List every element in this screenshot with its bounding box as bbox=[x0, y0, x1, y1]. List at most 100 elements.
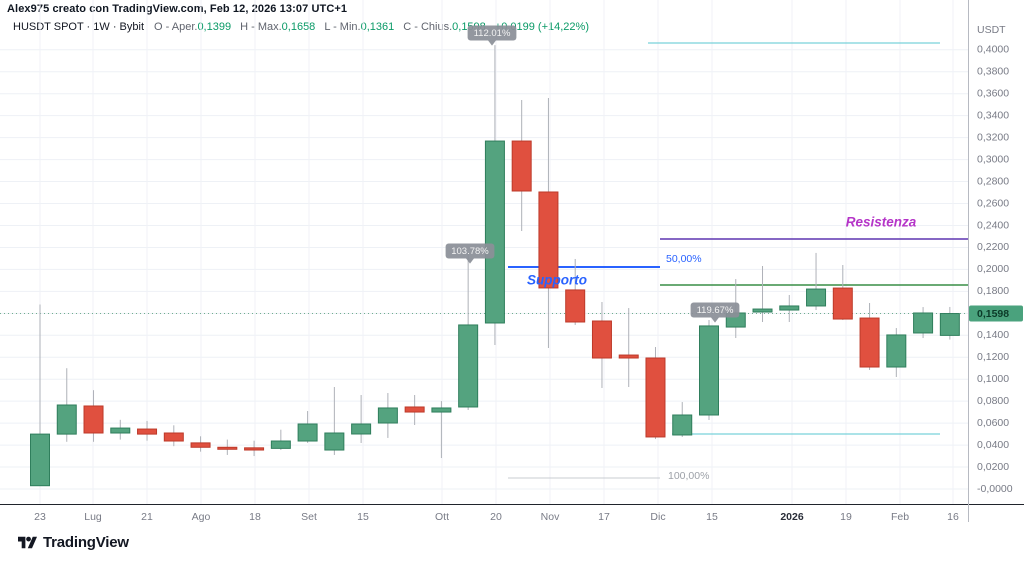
price-axis-label: 0,4000 bbox=[977, 44, 1009, 56]
price-axis-label: 0,2600 bbox=[977, 197, 1009, 209]
candle bbox=[270, 429, 291, 451]
time-axis-label: Set bbox=[301, 511, 317, 523]
price-axis[interactable]: USDT 0,4000 0,3800 0,3600 0,3400 0,3200 0,3000… bbox=[969, 24, 1023, 495]
time-axis[interactable]: 23 Lug 21 Ago 18 Set 15 Ott 20 Nov 17 Dic 15 2026 19 Fe… bbox=[34, 511, 959, 523]
price-axis-label: 0,1000 bbox=[977, 373, 1009, 385]
percent-label[interactable]: 119.67% bbox=[690, 302, 740, 323]
time-axis-label: Dic bbox=[650, 511, 665, 523]
candle bbox=[484, 45, 505, 346]
candle bbox=[56, 368, 77, 442]
candle-body bbox=[30, 433, 50, 487]
tradingview-logo[interactable]: TradingView bbox=[18, 534, 129, 551]
hundred-pct-line-label: 100,00% bbox=[668, 470, 709, 482]
candle bbox=[163, 425, 184, 447]
price-axis-label: 0,3800 bbox=[977, 66, 1009, 78]
candle-body bbox=[351, 423, 372, 435]
price-axis-label: 0,0600 bbox=[977, 417, 1009, 429]
candle-body bbox=[56, 404, 77, 435]
candle bbox=[752, 265, 773, 322]
price-axis-label: 0,2800 bbox=[977, 175, 1009, 187]
candle bbox=[217, 439, 238, 455]
candle-body bbox=[806, 288, 827, 307]
candle bbox=[83, 390, 104, 442]
candle bbox=[591, 302, 612, 388]
candle bbox=[939, 306, 960, 340]
fifty-pct-line-label: 50,00% bbox=[666, 253, 702, 265]
candle bbox=[511, 99, 532, 231]
time-axis-label: Feb bbox=[891, 511, 909, 523]
axis-currency-label: USDT bbox=[977, 24, 1006, 36]
time-axis-label: Ott bbox=[435, 511, 449, 523]
price-axis-label: 0,0200 bbox=[977, 461, 1009, 473]
price-axis-label: 0,1800 bbox=[977, 285, 1009, 297]
candle-body bbox=[404, 406, 425, 413]
candle-body bbox=[913, 312, 934, 334]
candle bbox=[297, 411, 318, 443]
candle bbox=[832, 265, 853, 321]
candle bbox=[859, 302, 880, 370]
percent-label-text: 119.67% bbox=[697, 305, 734, 316]
time-axis-label: Lug bbox=[84, 511, 102, 523]
candle-body bbox=[752, 308, 773, 313]
attribution-text: Alex975 creato con TradingView.com, Feb … bbox=[7, 3, 348, 15]
percent-label-box bbox=[467, 25, 517, 41]
percent-label-pointer bbox=[466, 258, 474, 264]
candle-body bbox=[377, 407, 398, 424]
percent-label[interactable]: 103.78% bbox=[445, 243, 495, 264]
price-axis-label: 0,0400 bbox=[977, 439, 1009, 451]
candle-body bbox=[110, 427, 131, 434]
candle-body bbox=[458, 324, 479, 408]
time-axis-label: 2026 bbox=[780, 511, 804, 523]
price-axis-label: 0,2000 bbox=[977, 263, 1009, 275]
percent-label-pointer bbox=[488, 40, 496, 46]
candle bbox=[404, 395, 425, 425]
time-axis-label: 21 bbox=[141, 511, 153, 523]
change-value: +0,0199 (+14,22%) bbox=[494, 21, 589, 33]
candle-body bbox=[886, 334, 907, 368]
ohlc-legend: HUSDT SPOT · 1W · Bybit O - Aper.0,1399 … bbox=[13, 21, 589, 33]
candle-body bbox=[190, 442, 211, 448]
symbol-title[interactable]: HUSDT SPOT · 1W · Bybit bbox=[13, 21, 145, 33]
supporto-label[interactable]: Supporto bbox=[527, 273, 587, 288]
price-axis-label: -0,0000 bbox=[977, 483, 1013, 495]
candle bbox=[538, 98, 559, 349]
tradingview-logo-text: TradingView bbox=[43, 534, 129, 551]
candle-body bbox=[538, 191, 559, 289]
candle-body bbox=[618, 354, 639, 359]
candle-body bbox=[565, 289, 586, 323]
candle bbox=[699, 320, 719, 421]
price-axis-label: 0,3000 bbox=[977, 153, 1009, 165]
candle-body bbox=[244, 447, 265, 451]
candle bbox=[618, 308, 639, 387]
candle-body bbox=[484, 140, 505, 324]
last-price-badge-text: 0,1598 bbox=[977, 308, 1009, 320]
percent-label-text: 103.78% bbox=[451, 246, 489, 257]
percent-label-text: 112.01% bbox=[474, 28, 511, 39]
candle-body bbox=[699, 325, 719, 416]
candle bbox=[913, 307, 934, 339]
price-axis-label: 0,3400 bbox=[977, 109, 1009, 121]
candle-body bbox=[217, 446, 238, 450]
candle-body bbox=[779, 305, 800, 311]
candle bbox=[672, 402, 693, 437]
candle-body bbox=[163, 432, 184, 442]
time-axis-label: Nov bbox=[541, 511, 560, 523]
candle-body bbox=[297, 423, 318, 442]
candle bbox=[351, 395, 372, 443]
time-axis-label: 19 bbox=[840, 511, 852, 523]
price-axis-label: 0,3600 bbox=[977, 88, 1009, 100]
candle-body bbox=[324, 432, 345, 451]
percent-label[interactable]: 112.01% bbox=[467, 25, 517, 46]
candle bbox=[137, 420, 158, 441]
percent-label-pointer bbox=[711, 317, 719, 323]
candle-body bbox=[591, 320, 612, 359]
resistenza-label[interactable]: Resistenza bbox=[846, 215, 917, 230]
candle bbox=[324, 386, 345, 455]
candle bbox=[645, 347, 666, 440]
candle-body bbox=[645, 357, 666, 438]
candle-body bbox=[939, 313, 960, 336]
candle-body bbox=[137, 428, 158, 435]
price-axis-label: 0,3200 bbox=[977, 131, 1009, 143]
